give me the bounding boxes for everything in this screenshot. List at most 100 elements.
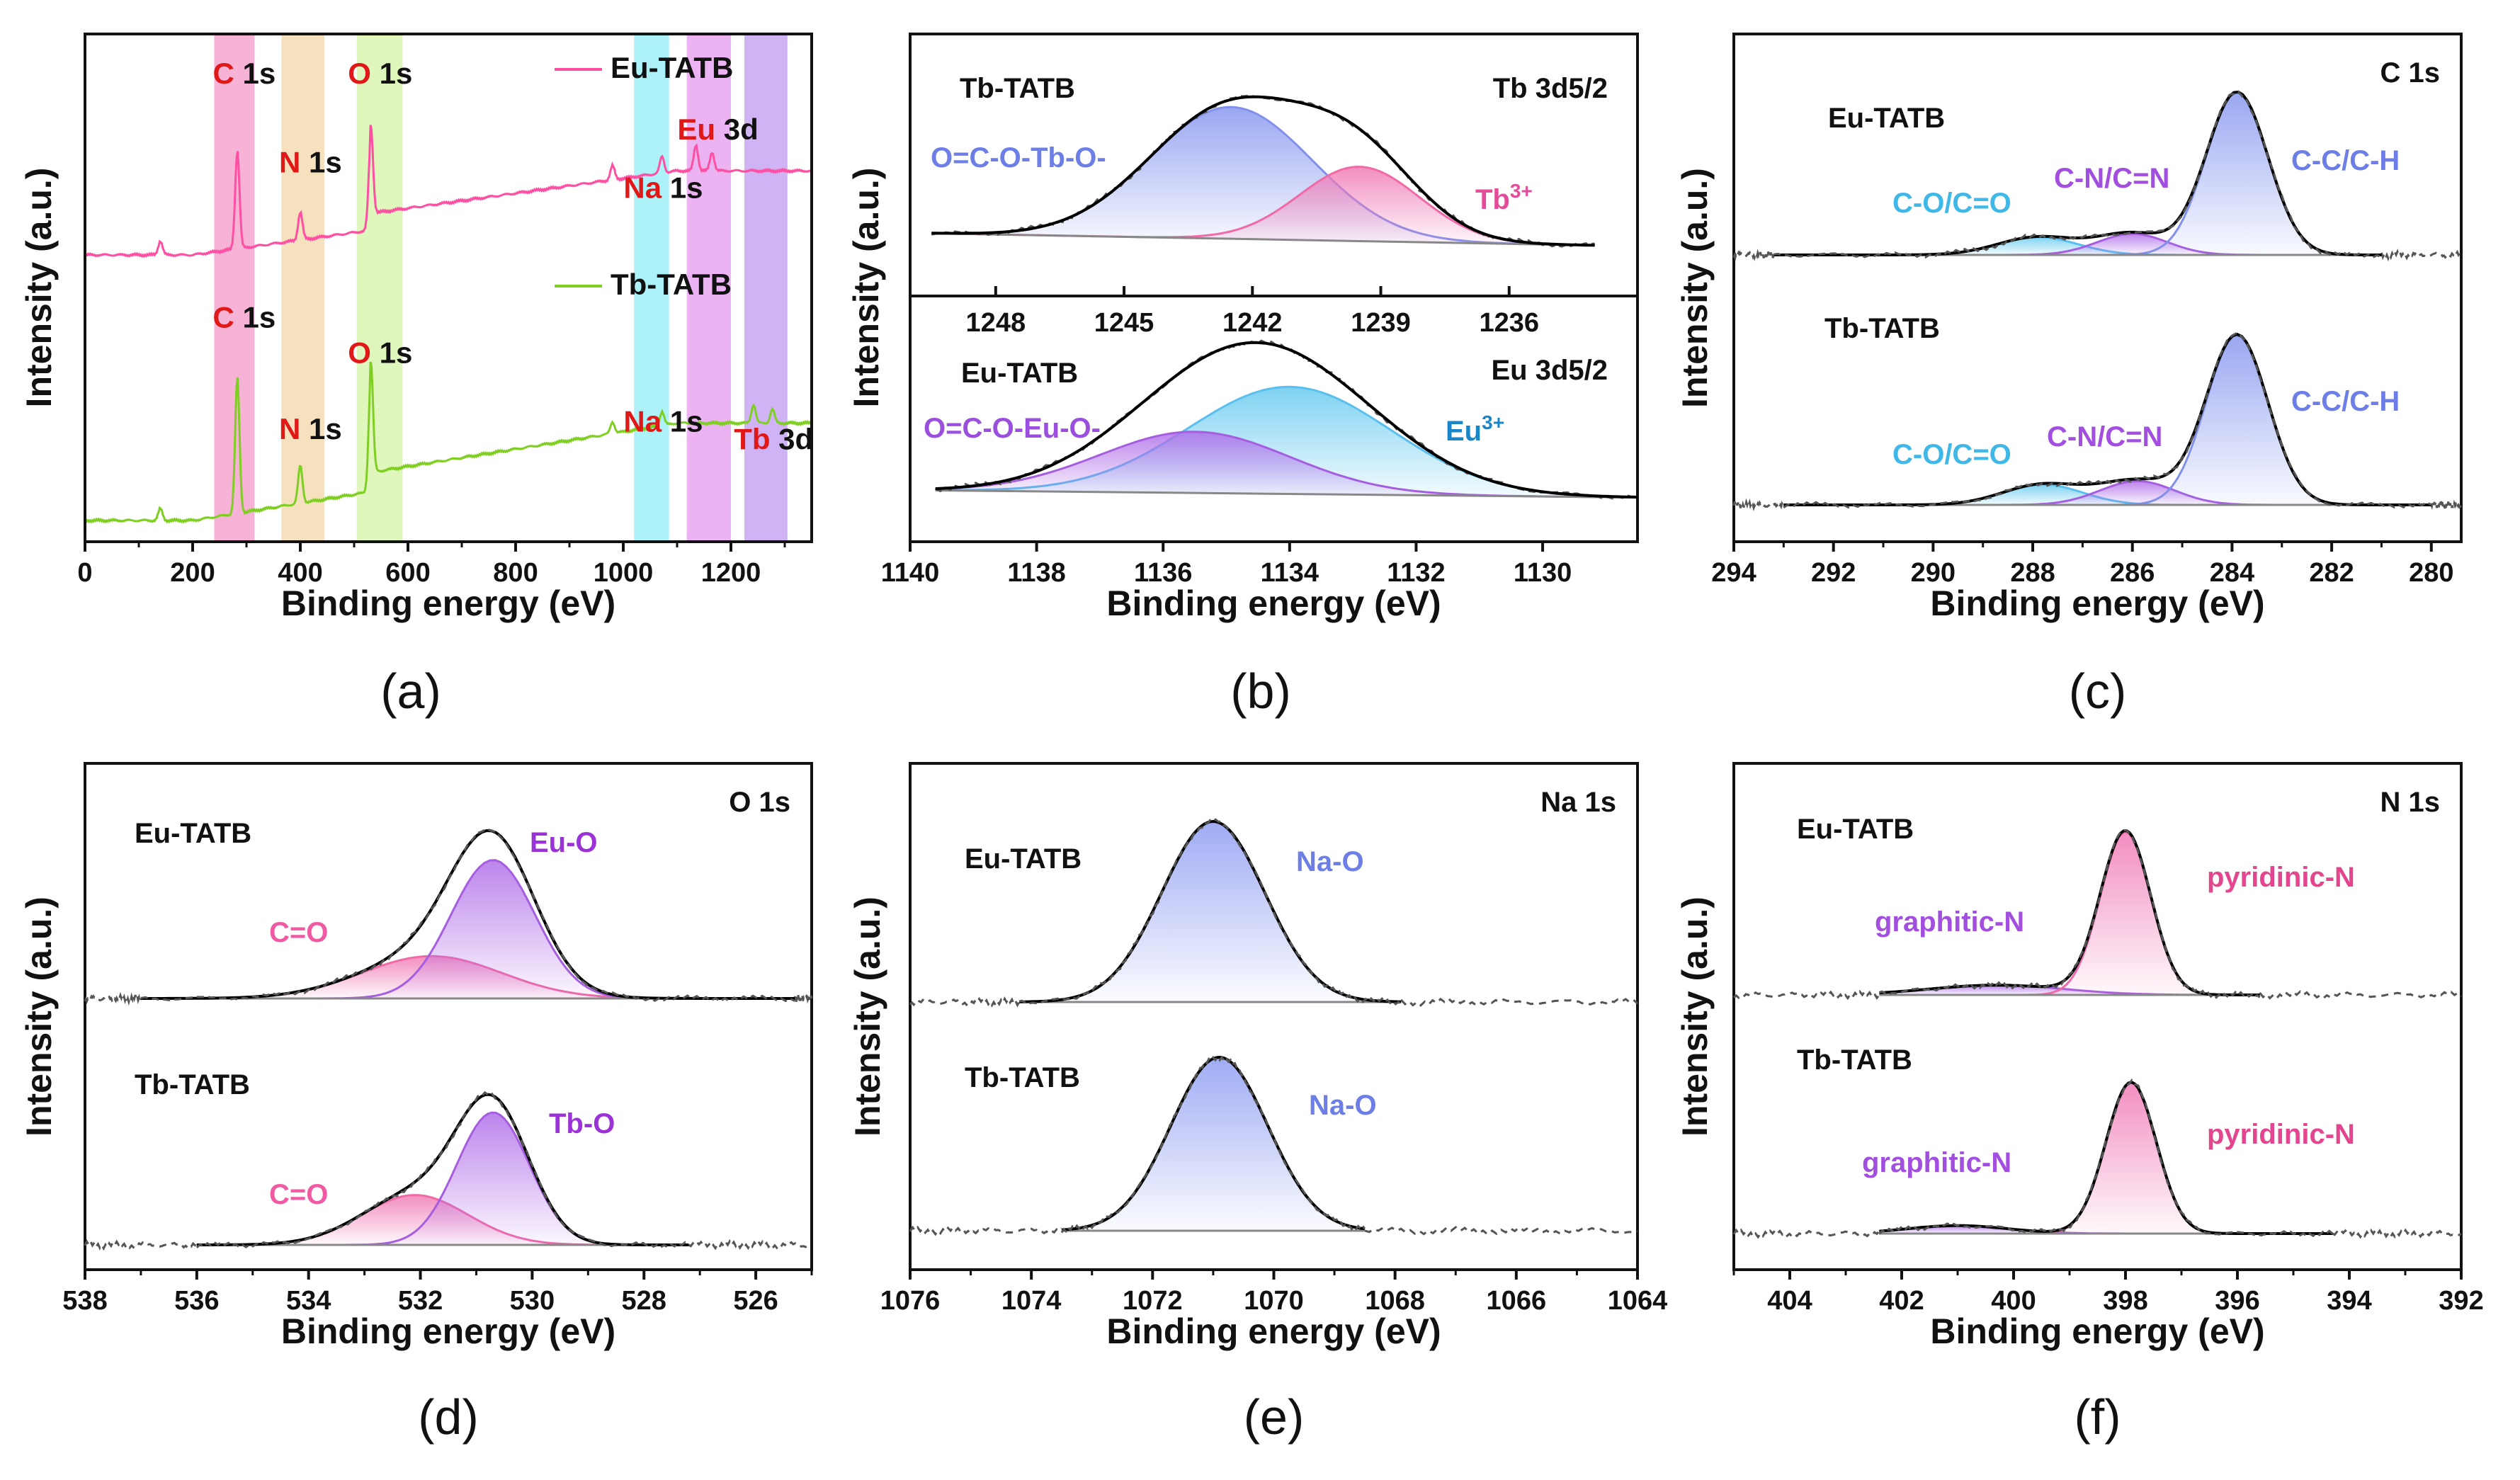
sample-title: Eu-TATB bbox=[1797, 814, 1914, 845]
x-tick-label: 1130 bbox=[1514, 558, 1572, 588]
x-axis-label: Binding energy (eV) bbox=[1930, 584, 2264, 623]
panel-caption: (e) bbox=[1244, 1389, 1305, 1445]
survey-spectrum-line bbox=[84, 125, 812, 258]
component-label: graphitic-N bbox=[1862, 1147, 2011, 1178]
raw-data-dashed bbox=[1364, 1226, 1638, 1236]
x-tick-label: 1236 bbox=[1479, 308, 1539, 338]
legend-label: Eu-TATB bbox=[611, 51, 733, 84]
raw-data-dashed bbox=[2430, 498, 2463, 511]
fit-component-fill bbox=[1773, 92, 2382, 255]
sample-title: Eu-TATB bbox=[961, 358, 1078, 389]
peak-label: Na 1s bbox=[623, 404, 703, 438]
component-label: O=C-O-Eu-O- bbox=[924, 413, 1101, 444]
sample-title: Tb-TATB bbox=[1824, 313, 1940, 344]
x-tick-label: 1074 bbox=[1001, 1286, 1062, 1316]
y-axis-label: Intensity (a.u.) bbox=[19, 896, 59, 1137]
raw-data-dashed bbox=[1878, 1078, 2334, 1238]
raw-data-dashed bbox=[2380, 249, 2463, 262]
peak-label: O 1s bbox=[348, 57, 412, 90]
peak-label: N 1s bbox=[279, 146, 342, 179]
x-tick-label: 526 bbox=[733, 1286, 778, 1316]
component-label: Eu3+ bbox=[1446, 411, 1504, 447]
component-label: Tb3+ bbox=[1475, 180, 1533, 215]
x-tick-label: 600 bbox=[385, 558, 430, 588]
x-tick-label: 404 bbox=[1767, 1286, 1812, 1316]
x-tick-label: 394 bbox=[2327, 1286, 2371, 1316]
raw-data-dashed bbox=[2332, 1228, 2462, 1239]
energy-band-highlight bbox=[356, 34, 403, 542]
plot-frame bbox=[909, 33, 1639, 543]
x-tick-label: 400 bbox=[278, 558, 322, 588]
x-tick-label: 280 bbox=[2409, 558, 2453, 588]
fit-component-fill bbox=[1019, 821, 1402, 1002]
plot-frame bbox=[84, 762, 813, 1271]
component-label: Na-O bbox=[1296, 846, 1364, 877]
x-tick-label: 392 bbox=[2439, 1286, 2483, 1316]
x-tick-label: 1140 bbox=[881, 558, 939, 588]
fit-envelope bbox=[931, 95, 1595, 247]
sample-title: Eu-TATB bbox=[1828, 103, 1945, 134]
peak-label: Na 1s bbox=[623, 171, 703, 205]
raw-data-dashed bbox=[909, 996, 1021, 1008]
component-label: Eu-O bbox=[530, 827, 598, 858]
x-tick-label: 286 bbox=[2110, 558, 2155, 588]
sample-title: Tb-TATB bbox=[135, 1069, 250, 1100]
core-level-label: C 1s bbox=[2380, 57, 2441, 89]
x-tick-label: 1248 bbox=[966, 308, 1026, 338]
x-tick-label: 200 bbox=[170, 558, 215, 588]
component-label: Na-O bbox=[1309, 1090, 1377, 1121]
raw-data-dashed bbox=[140, 827, 795, 1003]
fit-component-O=C-O-Tb-O-fill bbox=[931, 107, 1595, 246]
raw-data-dashed bbox=[1783, 331, 2432, 509]
x-tick-label: 800 bbox=[493, 558, 538, 588]
x-axis-label: Binding energy (eV) bbox=[1106, 1311, 1441, 1351]
x-tick-label: 288 bbox=[2010, 558, 2055, 588]
raw-data-dashed bbox=[1732, 497, 1785, 511]
energy-band-highlight bbox=[744, 34, 788, 542]
component-label: C=O bbox=[269, 1179, 328, 1210]
x-tick-label: 290 bbox=[1911, 558, 1956, 588]
x-tick-label: 1066 bbox=[1487, 1286, 1547, 1316]
component-label: O=C-O-Tb-O- bbox=[931, 142, 1106, 173]
component-label: C-O/C=O bbox=[1892, 439, 2011, 470]
x-tick-label: 538 bbox=[62, 1286, 107, 1316]
plot-frame bbox=[1732, 33, 2463, 543]
peak-label: Eu 3d bbox=[677, 113, 758, 146]
peak-label: O 1s bbox=[348, 336, 412, 370]
energy-band-highlight bbox=[686, 34, 731, 542]
fit-component-O=C-O-Eu-O-fill bbox=[935, 431, 1638, 498]
core-level-label: O 1s bbox=[729, 787, 790, 818]
component-label: C-N/C=N bbox=[2047, 421, 2162, 452]
raw-data-dashed bbox=[909, 1225, 1063, 1236]
raw-data-dashed bbox=[688, 1239, 812, 1251]
x-tick-label: 1138 bbox=[1007, 558, 1065, 588]
panel-caption: (d) bbox=[418, 1389, 479, 1445]
x-tick-label: 532 bbox=[398, 1286, 443, 1316]
sample-title: Tb-TATB bbox=[960, 73, 1075, 104]
x-tick-label: 1070 bbox=[1244, 1286, 1304, 1316]
fit-envelope bbox=[935, 341, 1638, 499]
x-tick-label: 1064 bbox=[1608, 1286, 1668, 1316]
x-tick-label: 1132 bbox=[1387, 558, 1445, 588]
x-tick-label: 398 bbox=[2103, 1286, 2147, 1316]
energy-band-highlight bbox=[634, 34, 669, 542]
fit-baseline bbox=[935, 489, 1638, 499]
x-tick-label: 1200 bbox=[701, 558, 761, 588]
y-axis-label: Intensity (a.u.) bbox=[19, 168, 59, 408]
panel-caption: (f) bbox=[2074, 1389, 2121, 1445]
sample-title: Eu-TATB bbox=[965, 843, 1082, 875]
fit-component-fill bbox=[1783, 481, 2431, 505]
component-label: C-C/C-H bbox=[2291, 386, 2400, 417]
x-axis-label: Binding energy (eV) bbox=[1106, 584, 1441, 623]
panel-caption: (c) bbox=[2069, 664, 2127, 719]
core-level-label: Eu 3d5/2 bbox=[1491, 355, 1608, 386]
raw-data-dashed bbox=[1732, 1228, 1880, 1239]
sample-title: Eu-TATB bbox=[135, 818, 251, 849]
x-tick-label: 1239 bbox=[1351, 308, 1411, 338]
peak-label: Tb 3d bbox=[734, 422, 813, 455]
panel-caption: (b) bbox=[1230, 664, 1291, 719]
fit-component-fill bbox=[196, 1112, 689, 1245]
legend-label: Tb-TATB bbox=[611, 268, 732, 301]
fit-envelope bbox=[1783, 332, 2431, 506]
y-axis-label: Intensity (a.u.) bbox=[1675, 168, 1715, 408]
